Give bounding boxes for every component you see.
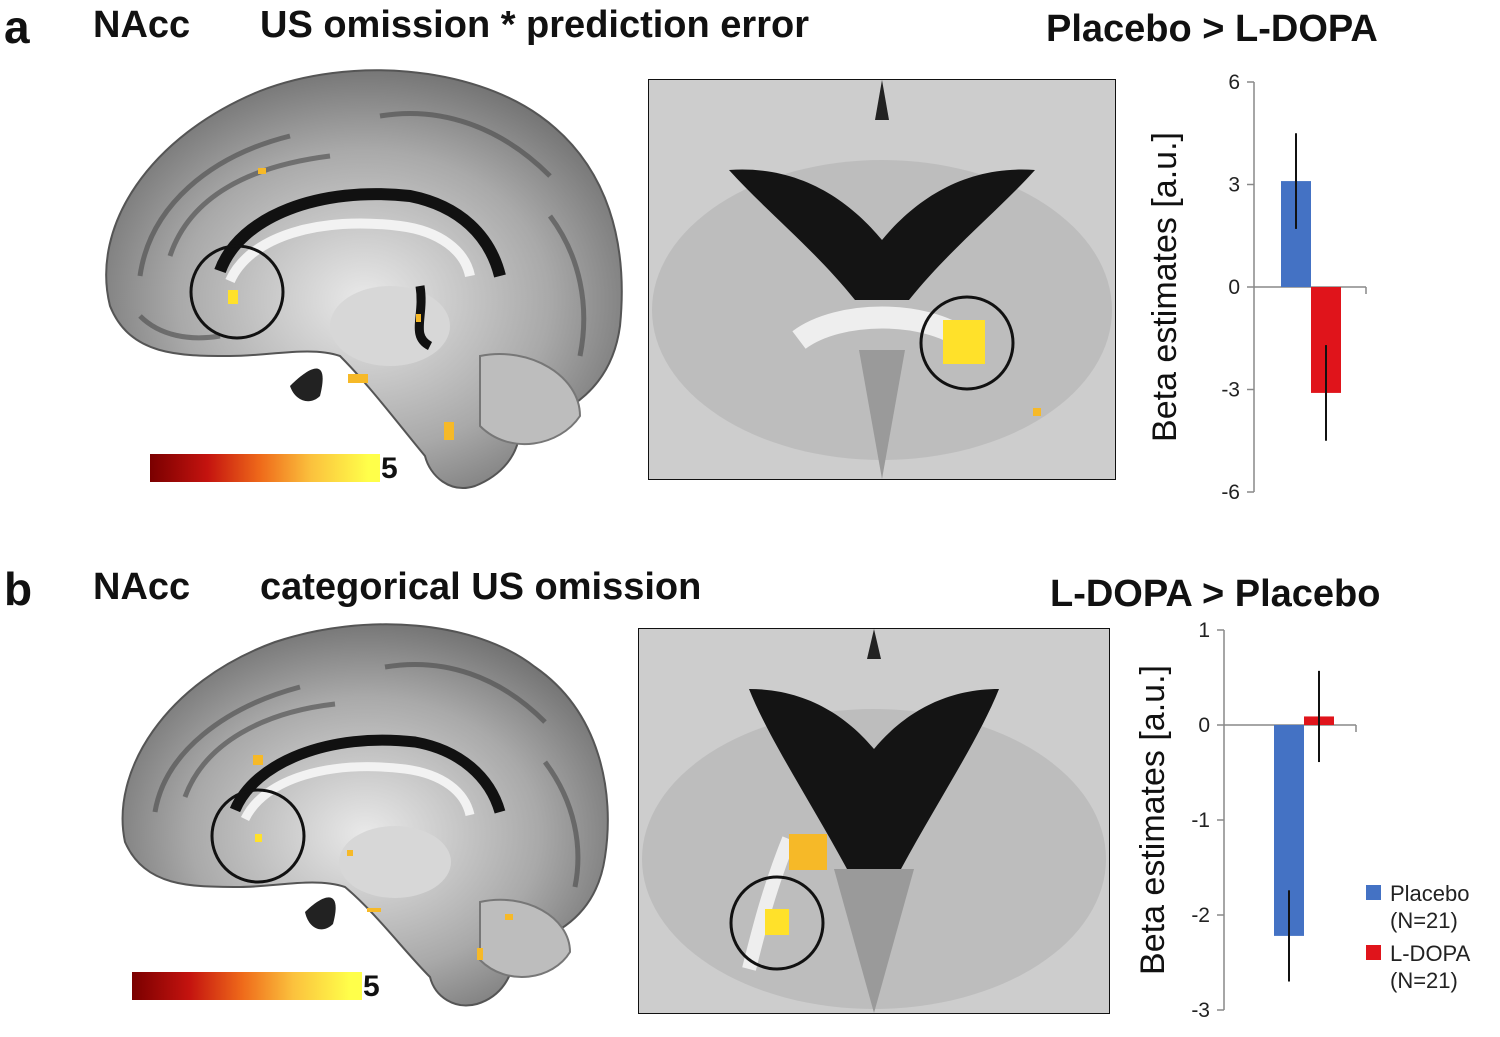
activation-spot (367, 908, 381, 912)
colorbar-a-max-label: 5 (381, 452, 398, 485)
y-tick-label: 0 (1198, 714, 1210, 737)
legend-ldopa-label: L-DOPA (1390, 941, 1471, 966)
activation-spot (789, 834, 827, 870)
sagittal-brain-b (121, 623, 609, 1007)
panel-b-letter: b (4, 563, 33, 615)
panel-a-region: NAcc (93, 4, 191, 46)
sagittal-brain-a (105, 69, 623, 489)
panel-a-letter: a (4, 1, 30, 53)
panel-a-contrast: Placebo > L-DOPA (1046, 8, 1378, 50)
legend-item-ldopa: L-DOPA (N=21) (1366, 940, 1470, 994)
y-tick-label: 0 (1228, 276, 1240, 299)
y-tick-label: 3 (1228, 174, 1240, 197)
y-tick-label: -1 (1191, 809, 1210, 832)
legend-placebo-n: (N=21) (1390, 908, 1458, 933)
y-tick-label: 6 (1228, 71, 1240, 94)
panel-b-contrast: L-DOPA > Placebo (1050, 573, 1381, 615)
legend-ldopa-n: (N=21) (1390, 968, 1458, 993)
colorbar-a (150, 454, 380, 482)
panel-b-title: categorical US omission (260, 566, 702, 608)
colorbar-b-max-label: 5 (363, 970, 380, 1003)
activation-spot (348, 374, 368, 383)
activation-spot (765, 909, 789, 935)
panel-a-title: US omission * prediction error (260, 4, 809, 46)
y-axis-label: Beta estimates [a.u.] (1134, 665, 1172, 975)
y-tick-label: -2 (1191, 904, 1210, 927)
y-tick-label: -3 (1191, 999, 1210, 1022)
ldopa-swatch (1366, 945, 1381, 960)
activation-spot (444, 422, 454, 440)
activation-spot (347, 850, 353, 856)
legend: Placebo (N=21) L-DOPA (N=21) (1366, 880, 1470, 1000)
activation-spot (416, 314, 421, 322)
activation-spot (505, 914, 513, 920)
colorbar-b (132, 972, 362, 1000)
activation-spot (258, 168, 266, 174)
y-tick-label: -3 (1221, 379, 1240, 402)
y-tick-label: -6 (1221, 481, 1240, 502)
placebo-swatch (1366, 885, 1381, 900)
activation-spot (253, 755, 263, 765)
bar-chart-a: 6 3 0 -3 -6 Beta estimates [a.u.] (1146, 71, 1367, 502)
activation-spot (1033, 408, 1041, 416)
legend-placebo-label: Placebo (1390, 881, 1470, 906)
bar-chart-b: 1 0 -1 -2 -3 Beta estimates [a.u.] (1134, 619, 1357, 1022)
activation-spot (255, 834, 262, 842)
y-tick-label: 1 (1198, 619, 1210, 642)
activation-spot (943, 320, 985, 364)
y-axis-label: Beta estimates [a.u.] (1146, 132, 1184, 442)
coronal-slice-b (638, 628, 1110, 1014)
legend-item-placebo: Placebo (N=21) (1366, 880, 1470, 934)
activation-spot (477, 948, 483, 960)
activation-spot (228, 290, 238, 304)
panel-b-region: NAcc (93, 566, 191, 608)
coronal-slice-a (648, 79, 1116, 480)
